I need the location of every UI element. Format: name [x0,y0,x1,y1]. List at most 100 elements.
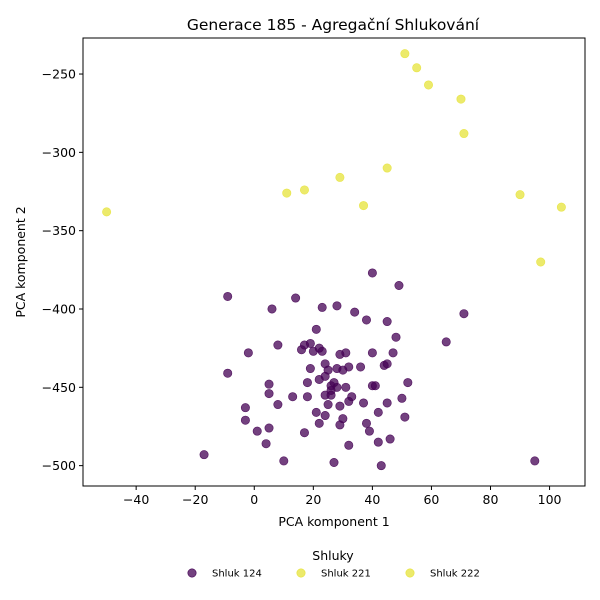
legend-label: Shluk 221 [321,569,371,580]
point-shluk-124 [252,426,262,436]
point-shluk-124 [264,389,274,399]
point-shluk-124 [403,378,413,388]
point-shluk-124 [311,324,321,334]
point-shluk-124 [459,309,469,319]
point-shluk-124 [382,359,392,369]
point-shluk-124 [394,280,404,290]
point-shluk-124 [388,348,398,358]
point-shluk-124 [302,392,312,402]
x-tick-label: 0 [250,492,258,507]
point-shluk-124 [314,343,324,353]
point-shluk-124 [373,407,383,417]
x-tick-label: 60 [423,492,439,507]
point-shluk-124 [288,392,298,402]
point-shluk-221 [515,190,525,200]
point-shluk-124 [326,390,336,400]
point-shluk-221 [556,202,566,212]
point-shluk-124 [267,304,277,314]
point-shluk-124 [240,403,250,413]
legend-marker [296,568,306,578]
legend-title: Shluky [312,548,354,563]
point-shluk-124 [350,307,360,317]
point-shluk-124 [311,407,321,417]
point-shluk-221 [102,207,112,217]
point-shluk-124 [329,458,339,468]
point-shluk-124 [305,338,315,348]
plot-area [83,38,585,486]
x-tick-label: 100 [538,492,562,507]
point-shluk-124 [376,461,386,471]
point-shluk-124 [367,348,377,358]
legend-marker [187,568,197,578]
point-shluk-124 [382,317,392,327]
point-shluk-124 [302,378,312,388]
point-shluk-124 [344,362,354,372]
point-shluk-124 [359,398,369,408]
point-shluk-124 [240,415,250,425]
point-shluk-124 [320,411,330,421]
point-shluk-124 [223,368,233,378]
point-shluk-124 [317,302,327,312]
point-shluk-124 [199,450,209,460]
point-shluk-124 [279,456,289,466]
point-shluk-221 [282,188,292,198]
x-axis-label: PCA komponent 1 [278,514,389,529]
x-tick-label: 40 [364,492,380,507]
point-shluk-124 [361,418,371,428]
y-tick-label: −450 [42,380,76,395]
point-shluk-124 [297,345,307,355]
y-tick-label: −250 [42,67,76,82]
point-shluk-124 [370,381,380,391]
point-shluk-221 [382,163,392,173]
point-shluk-124 [291,293,301,303]
x-tick-label: −20 [182,492,208,507]
point-shluk-124 [332,301,342,311]
point-shluk-124 [356,362,366,372]
point-shluk-124 [320,371,330,381]
legend-marker [405,568,415,578]
points-layer [102,49,566,471]
point-shluk-124 [264,379,274,389]
point-shluk-221 [359,201,369,211]
plot-frame [82,37,586,487]
point-shluk-124 [273,340,283,350]
y-tick-label: −500 [42,458,76,473]
x-tick-label: 80 [483,492,499,507]
point-shluk-221 [400,49,410,59]
point-shluk-124 [361,315,371,325]
y-tick-label: −300 [42,145,76,160]
legend: Shluk 124 Shluk 221 Shluk 222 [187,568,480,580]
y-tick-label: −400 [42,301,76,316]
y-tick-label: −350 [42,223,76,238]
point-shluk-124 [344,440,354,450]
x-tick-label: −40 [123,492,149,507]
point-shluk-124 [243,348,253,358]
point-shluk-124 [397,393,407,403]
point-shluk-221 [335,172,345,182]
point-shluk-124 [441,337,451,347]
point-shluk-221 [423,80,433,90]
point-shluk-221 [536,257,546,267]
point-shluk-124 [223,291,233,301]
chart-title: Generace 185 - Agregační Shlukování [187,16,480,34]
ticks-layer: −40 −20 0 20 40 60 80 100 −250 −300 −350 −400 −450 −5… [42,67,562,507]
point-shluk-124 [400,412,410,422]
legend-label: Shluk 124 [212,569,262,580]
legend-label: Shluk 222 [430,569,480,580]
point-shluk-124 [335,420,345,430]
point-shluk-221 [459,129,469,139]
point-shluk-124 [530,456,540,466]
point-shluk-124 [341,348,351,358]
point-shluk-221 [412,63,422,73]
point-shluk-124 [314,418,324,428]
point-shluk-124 [364,426,374,436]
point-shluk-124 [261,439,271,449]
point-shluk-124 [344,396,354,406]
point-shluk-124 [341,382,351,392]
point-shluk-124 [305,364,315,374]
point-shluk-124 [323,400,333,410]
point-shluk-124 [367,268,377,278]
x-tick-label: 20 [305,492,321,507]
point-shluk-124 [299,428,309,438]
